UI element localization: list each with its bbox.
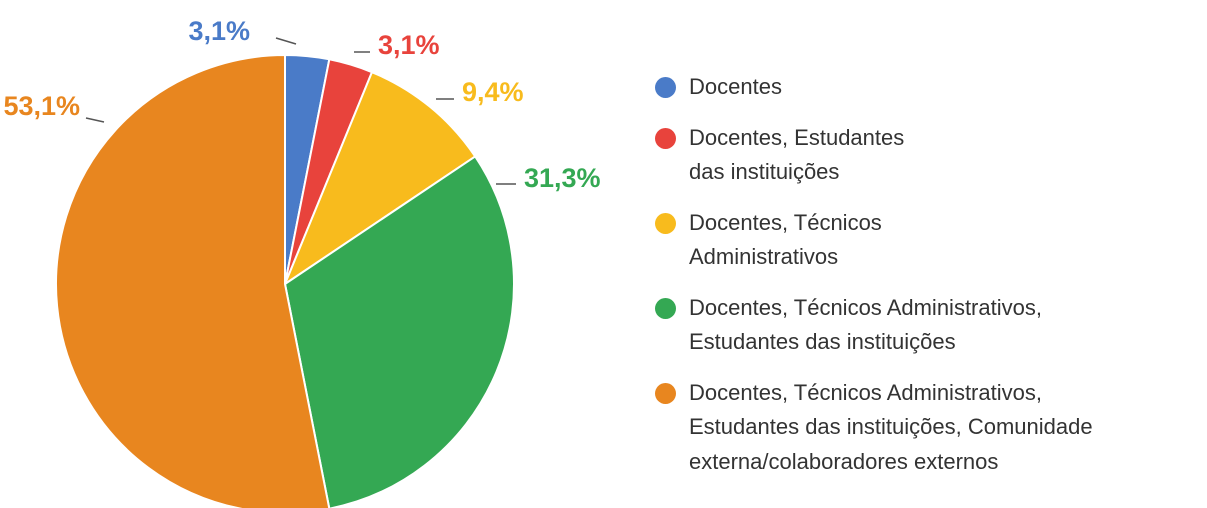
legend-entry: Docentes, Estudantes das instituições (655, 121, 1093, 190)
value-label: 53,1% (3, 91, 80, 121)
value-label: 9,4% (462, 77, 524, 107)
value-label: 31,3% (524, 163, 601, 193)
value-label: 3,1% (188, 16, 250, 46)
legend-label: Docentes, Estudantes das instituições (689, 124, 905, 185)
legend-marker (655, 77, 676, 98)
legend-label: Docentes, Técnicos Administrativos (689, 209, 882, 270)
pie-slice (282, 70, 477, 287)
pie-slice (283, 155, 515, 508)
legend-label: Docentes (689, 74, 782, 99)
leader-line (275, 37, 297, 45)
legend-label: Docentes, Técnicos Administrativos, Estu… (689, 294, 1042, 355)
legend-marker (655, 212, 676, 234)
pie-slice (55, 53, 331, 508)
legend-marker (655, 127, 676, 149)
legend-marker (655, 297, 676, 319)
legend-entry: Docentes, Técnicos Administrativos, Estu… (655, 376, 1093, 480)
legend-entry: Docentes, Técnicos Administrativos (655, 206, 1093, 275)
legend-entry: Docentes (655, 70, 1093, 105)
legend-entry: Docentes, Técnicos Administrativos, Estu… (655, 291, 1093, 360)
leader-line (85, 117, 105, 123)
legend-label: Docentes, Técnicos Administrativos, Estu… (689, 379, 1093, 474)
legend-marker (655, 382, 676, 404)
value-label: 3,1% (378, 30, 440, 60)
legend: Docentes Docentes, Estudantes das institu… (655, 70, 1093, 495)
